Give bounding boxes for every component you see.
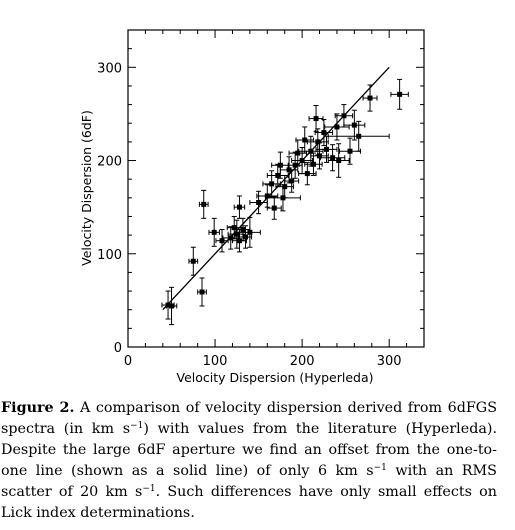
data-point [199, 289, 205, 295]
data-point [169, 303, 175, 309]
caption-text-2: ) with values from the literature (Hyper… [1, 421, 498, 479]
data-point [231, 225, 237, 231]
data-point [236, 204, 242, 210]
y-tick-label: 100 [97, 248, 122, 263]
data-point [313, 116, 319, 122]
x-tick-label: 0 [124, 354, 132, 369]
data-point [240, 227, 246, 233]
data-point [269, 181, 275, 187]
data-point [247, 229, 253, 235]
data-point [336, 158, 342, 164]
x-tick-label: 100 [203, 354, 228, 369]
x-axis-title: Velocity Dispersion (Hyperleda) [177, 370, 374, 385]
x-tick-label: 300 [377, 354, 402, 369]
y-axis-title: Velocity Dispersion (6dF) [79, 110, 94, 266]
data-point [277, 162, 283, 168]
data-point [323, 146, 329, 152]
data-point [219, 238, 225, 244]
data-point [243, 234, 249, 240]
data-point [190, 258, 196, 264]
data-point [275, 172, 281, 178]
data-point [299, 158, 305, 164]
plot-frame [127, 29, 425, 348]
y-tick-label: 0 [114, 341, 122, 356]
scatter-chart: 0 100 200 300 0 100 200 300 Velocity Dispersion… [79, 29, 425, 385]
caption-unit-1: km s−1 [91, 421, 144, 437]
data-point [341, 113, 347, 119]
caption-text-3: with an RMS scatter of [1, 463, 497, 500]
data-point [334, 124, 340, 130]
figure-caption: Figure 2. A comparison of velocity dispe… [1, 398, 497, 524]
chart-marks: 0 100 200 300 0 100 200 300 [97, 29, 425, 369]
data-point [356, 133, 362, 139]
caption-unit-2: 6 km s−1 [317, 463, 387, 479]
data-point [289, 178, 295, 184]
data-point [304, 171, 310, 177]
data-point [310, 161, 316, 167]
data-point [292, 162, 298, 168]
data-point [397, 91, 403, 97]
data-point [282, 184, 288, 190]
data-point [317, 153, 323, 159]
data-point [201, 201, 207, 207]
data-point [286, 167, 292, 173]
x-tick-label: 200 [290, 354, 315, 369]
data-point [211, 229, 217, 235]
data-point [315, 139, 321, 145]
data-point [302, 137, 308, 143]
caption-text-4: . Such differences have only small effec… [1, 484, 497, 521]
data-point [228, 235, 234, 241]
data-point [234, 231, 240, 237]
y-tick-label: 300 [97, 61, 122, 76]
data-point [295, 150, 301, 156]
data-point [165, 302, 171, 308]
data-point [308, 148, 314, 154]
figure-label: Figure 2. [1, 400, 75, 416]
data-point [264, 193, 270, 199]
caption-unit-3: 20 km s−1 [80, 484, 156, 500]
data-point [236, 238, 242, 244]
data-point [321, 130, 327, 136]
data-point [330, 155, 336, 161]
data-point [271, 205, 277, 211]
caption-text-1: A comparison of velocity dispersion deri… [1, 400, 497, 437]
data-point [367, 95, 373, 101]
data-point [347, 148, 353, 154]
data-point [256, 199, 262, 205]
y-tick-label: 200 [97, 155, 122, 170]
data-point [351, 122, 357, 128]
